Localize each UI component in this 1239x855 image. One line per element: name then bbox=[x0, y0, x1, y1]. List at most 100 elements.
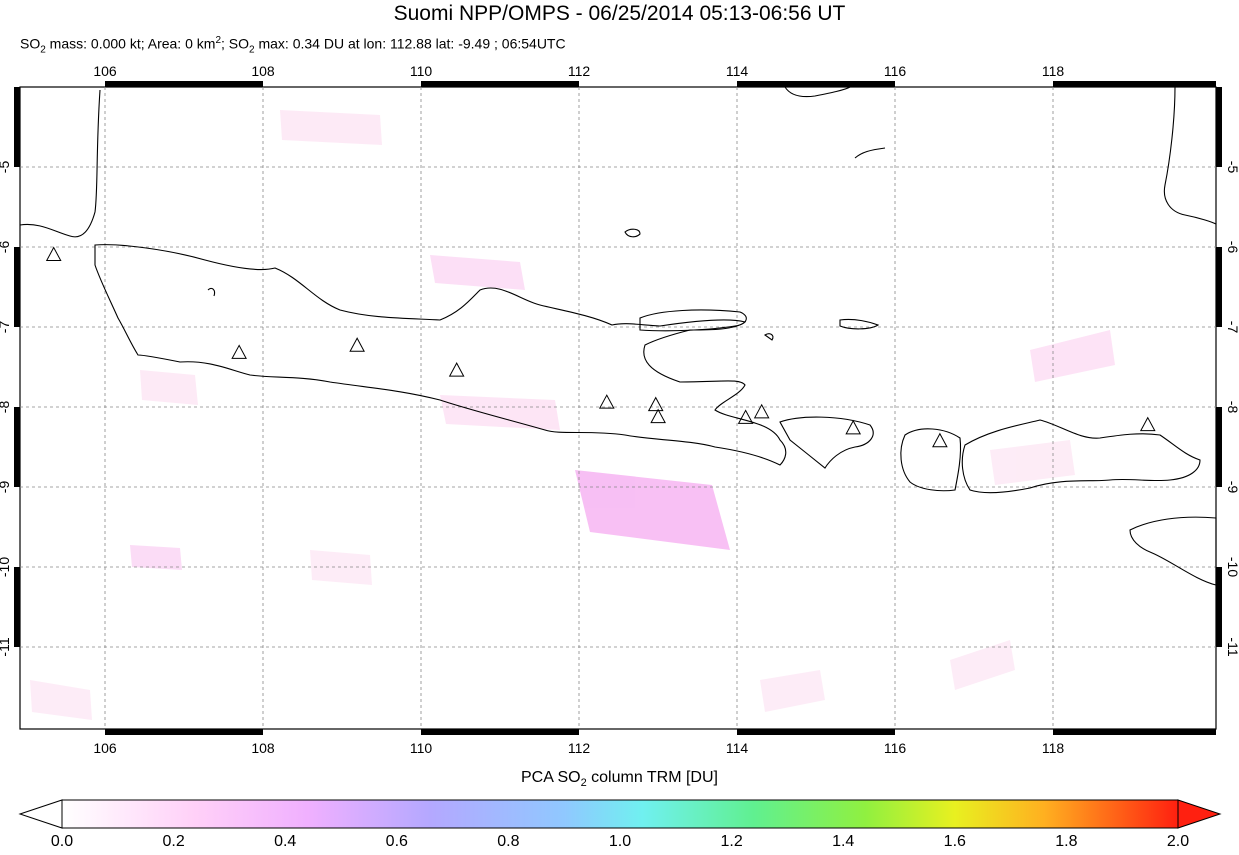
lat-tick-label: -6 bbox=[0, 241, 12, 254]
colorbar-label: 1.4 bbox=[832, 833, 855, 850]
madura-coast bbox=[639, 309, 747, 332]
volcano-marker-icon bbox=[647, 396, 664, 412]
lat-tick-label: -8 bbox=[1225, 401, 1239, 414]
colorbar-title: PCA SO2 column TRM [DU] bbox=[0, 769, 1239, 789]
volcano-marker-icon bbox=[753, 403, 770, 419]
so2-patch bbox=[575, 470, 730, 550]
lat-labels-right: -5 -6 -7 -8 -9 -10 -11 bbox=[1225, 161, 1239, 657]
volcano-markers bbox=[45, 246, 1156, 448]
island-small-1 bbox=[207, 287, 216, 297]
lon-tick-label: 114 bbox=[726, 740, 749, 756]
so2-patches bbox=[30, 110, 1115, 720]
lon-labels-top: 106 108 110 112 114 116 118 bbox=[93, 63, 1064, 79]
colorbar-title-suffix: column TRM [DU] bbox=[586, 769, 718, 786]
map-title: Suomi NPP/OMPS - 06/25/2014 05:13-06:56 … bbox=[393, 2, 846, 25]
so2-patch bbox=[280, 110, 382, 145]
lon-tick-label: 110 bbox=[410, 63, 433, 79]
max-location-text: max: 0.34 DU at lon: 112.88 lat: -9.49 ;… bbox=[254, 35, 566, 52]
lat-labels-left: -5 -6 -7 -8 -9 -10 -11 bbox=[0, 161, 12, 657]
so2-patch bbox=[310, 550, 372, 585]
so2-patch bbox=[440, 395, 560, 430]
colorbar-label: 0.0 bbox=[50, 833, 74, 850]
lon-tick-label: 108 bbox=[251, 740, 275, 756]
so2-summary: SO2 mass: 0.000 kt; Area: 0 km2; SO2 max… bbox=[20, 35, 566, 55]
lat-tick-label: -5 bbox=[0, 161, 12, 174]
lon-tick-label: 112 bbox=[568, 63, 591, 79]
colorbar-label: 0.2 bbox=[162, 833, 185, 850]
sumba-coast bbox=[1129, 516, 1217, 586]
so2-patch bbox=[1030, 330, 1115, 382]
lon-labels-bottom: 106 108 110 112 114 116 118 bbox=[93, 740, 1064, 756]
lombok-coast bbox=[900, 428, 962, 492]
subscript-2: 2 bbox=[40, 44, 46, 56]
colorbar-label: 2.0 bbox=[1166, 833, 1190, 850]
graticule bbox=[20, 87, 1216, 729]
island-karimun bbox=[854, 147, 886, 159]
frame-border-bars bbox=[14, 81, 1222, 735]
volcano-marker-icon bbox=[1139, 416, 1156, 432]
lat-tick-label: -9 bbox=[1225, 481, 1239, 494]
lon-tick-label: 106 bbox=[93, 740, 117, 756]
volcano-marker-icon bbox=[650, 408, 666, 424]
volcano-marker-icon bbox=[932, 432, 948, 448]
colorbar-under-arrow bbox=[18, 799, 63, 829]
volcano-marker-icon bbox=[45, 246, 62, 262]
colorbar-label: 0.6 bbox=[385, 833, 408, 850]
so2-label-2: ; SO bbox=[221, 35, 250, 52]
lon-tick-label: 114 bbox=[726, 63, 749, 79]
lon-tick-label: 106 bbox=[93, 63, 117, 79]
so2-patch bbox=[30, 680, 92, 720]
lat-tick-label: -10 bbox=[0, 557, 12, 577]
so2-patch bbox=[760, 670, 825, 712]
volcano-marker-icon bbox=[349, 337, 365, 352]
map-frame bbox=[19, 86, 1217, 730]
bali-coast bbox=[779, 416, 874, 469]
lon-tick-label: 116 bbox=[884, 740, 907, 756]
volcano-marker-icon bbox=[737, 409, 754, 424]
colorbar-over-arrow bbox=[1177, 799, 1222, 829]
colorbar-title-prefix: PCA SO bbox=[521, 769, 581, 786]
borneo-coast bbox=[784, 86, 851, 98]
subscript-2b: 2 bbox=[249, 44, 255, 56]
mass-area-text: mass: 0.000 kt; Area: 0 km bbox=[45, 35, 216, 52]
colorbar-label: 1.6 bbox=[943, 833, 966, 850]
so2-patch bbox=[130, 545, 182, 570]
lat-tick-label: -10 bbox=[1225, 557, 1239, 577]
sumatra-coast bbox=[19, 89, 101, 238]
volcano-marker-icon bbox=[845, 419, 862, 435]
so2-patch bbox=[140, 370, 198, 405]
superscript-2: 2 bbox=[215, 35, 221, 46]
coastlines bbox=[19, 86, 1217, 586]
so2-patch bbox=[430, 255, 525, 290]
colorbar-label: 1.0 bbox=[608, 833, 632, 850]
lat-tick-label: -5 bbox=[1225, 161, 1239, 174]
colorbar-label: 0.4 bbox=[274, 833, 297, 850]
lon-tick-label: 116 bbox=[884, 63, 907, 79]
lon-tick-label: 118 bbox=[1042, 740, 1065, 756]
java-coast bbox=[94, 244, 787, 466]
colorbar bbox=[18, 799, 1222, 829]
lat-tick-label: -9 bbox=[0, 481, 12, 494]
lon-tick-label: 110 bbox=[410, 740, 433, 756]
island-bawean bbox=[624, 228, 641, 238]
lon-tick-label: 112 bbox=[568, 740, 591, 756]
lat-tick-label: -6 bbox=[1225, 241, 1239, 254]
lat-tick-label: -7 bbox=[1225, 321, 1239, 334]
lat-tick-label: -11 bbox=[0, 637, 12, 656]
colorbar-title-sub: 2 bbox=[580, 777, 587, 790]
colorbar-gradient bbox=[61, 799, 1179, 829]
so2-label: SO bbox=[20, 35, 41, 52]
volcano-marker-icon bbox=[598, 394, 615, 409]
lat-tick-label: -7 bbox=[0, 321, 12, 334]
island-kangean bbox=[839, 318, 880, 330]
so2-patch bbox=[990, 440, 1075, 485]
lat-tick-label: -11 bbox=[1225, 637, 1239, 656]
island-small-2 bbox=[763, 333, 774, 341]
so2-patch bbox=[950, 640, 1015, 690]
lon-tick-label: 108 bbox=[251, 63, 275, 79]
colorbar-label: 1.8 bbox=[1055, 833, 1078, 850]
lon-tick-label: 118 bbox=[1042, 63, 1065, 79]
colorbar-label: 1.2 bbox=[720, 833, 743, 850]
volcano-marker-icon bbox=[231, 344, 247, 359]
